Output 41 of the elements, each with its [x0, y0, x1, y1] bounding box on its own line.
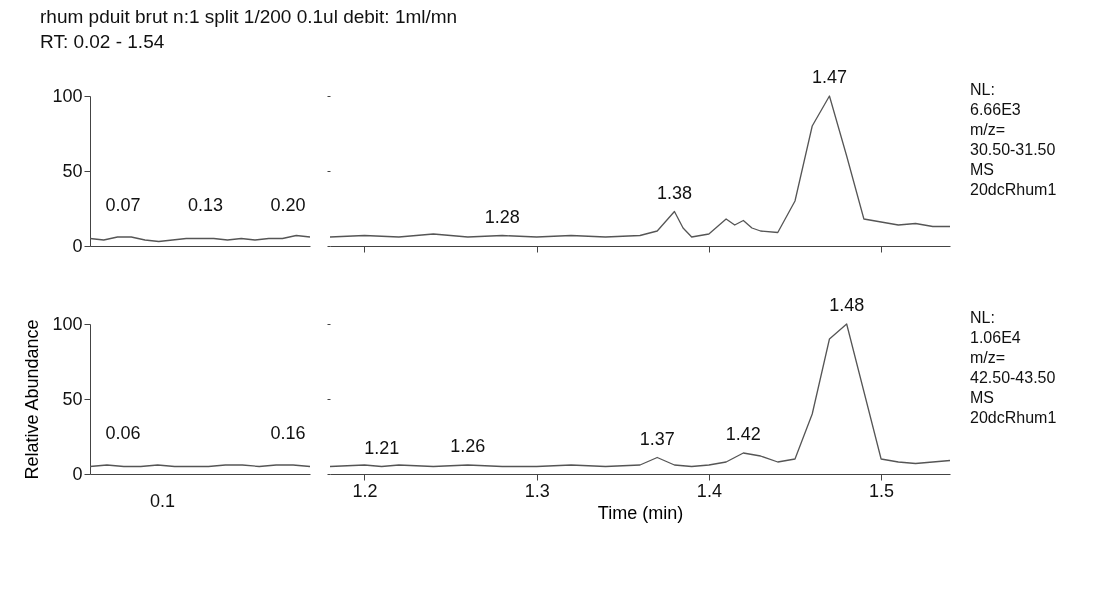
text: 1.06E4: [970, 328, 1022, 348]
x-tick-label: 1.5: [869, 480, 895, 501]
y-tick-label: 0: [72, 235, 83, 256]
x-tick-label: 1.3: [524, 480, 550, 501]
annotation: 1.26: [450, 436, 486, 456]
text: MS: [970, 388, 995, 408]
annotation: 0.13: [187, 195, 224, 215]
annotation: 1.21: [364, 437, 400, 458]
line-series: [89, 234, 311, 243]
annotation: 0.16: [270, 423, 306, 443]
x-axis-title: Time (min): [597, 502, 684, 523]
y-axis-title: Relative Abundance: [22, 319, 43, 480]
annotation: 0.20: [270, 195, 306, 215]
text: 20dcRhum1: [970, 180, 1058, 200]
text: 30.50-31.50: [970, 140, 1057, 160]
x-tick-label: 1.4: [696, 480, 722, 501]
x-tick-label: 1.2: [352, 480, 378, 501]
text: NL:: [970, 80, 996, 100]
text: m/z=: [970, 348, 1007, 368]
text: MS: [970, 160, 995, 180]
annotation: 1.28: [484, 206, 520, 227]
chart-subtitle: RT: 0.02 - 1.54: [40, 30, 166, 54]
text: 6.66E3: [970, 100, 1022, 120]
annotation: 1.48: [829, 295, 865, 315]
annotation: 1.38: [656, 182, 692, 203]
y-tick-label: 50: [62, 160, 83, 181]
y-tick-label: 100: [52, 313, 83, 334]
chart-title: rhum pduit brut n:1 split 1/200 0.1ul debit: 1ml/mn: [40, 5, 459, 29]
y-tick-label: 100: [52, 85, 83, 106]
annotation: 0.06: [105, 423, 141, 443]
annotation: 1.37: [639, 428, 675, 449]
text: 42.50-43.50: [970, 368, 1057, 388]
y-tick-label: 50: [62, 388, 83, 409]
text: m/z=: [970, 120, 1007, 140]
annotation: 0.07: [105, 195, 141, 215]
y-tick-label: 0: [72, 463, 83, 484]
annotation: 1.42: [725, 424, 761, 444]
text: 20dcRhum1: [970, 408, 1058, 428]
text: 0.1: [150, 491, 176, 511]
text: NL:: [970, 308, 996, 328]
annotation: 1.47: [811, 67, 847, 87]
